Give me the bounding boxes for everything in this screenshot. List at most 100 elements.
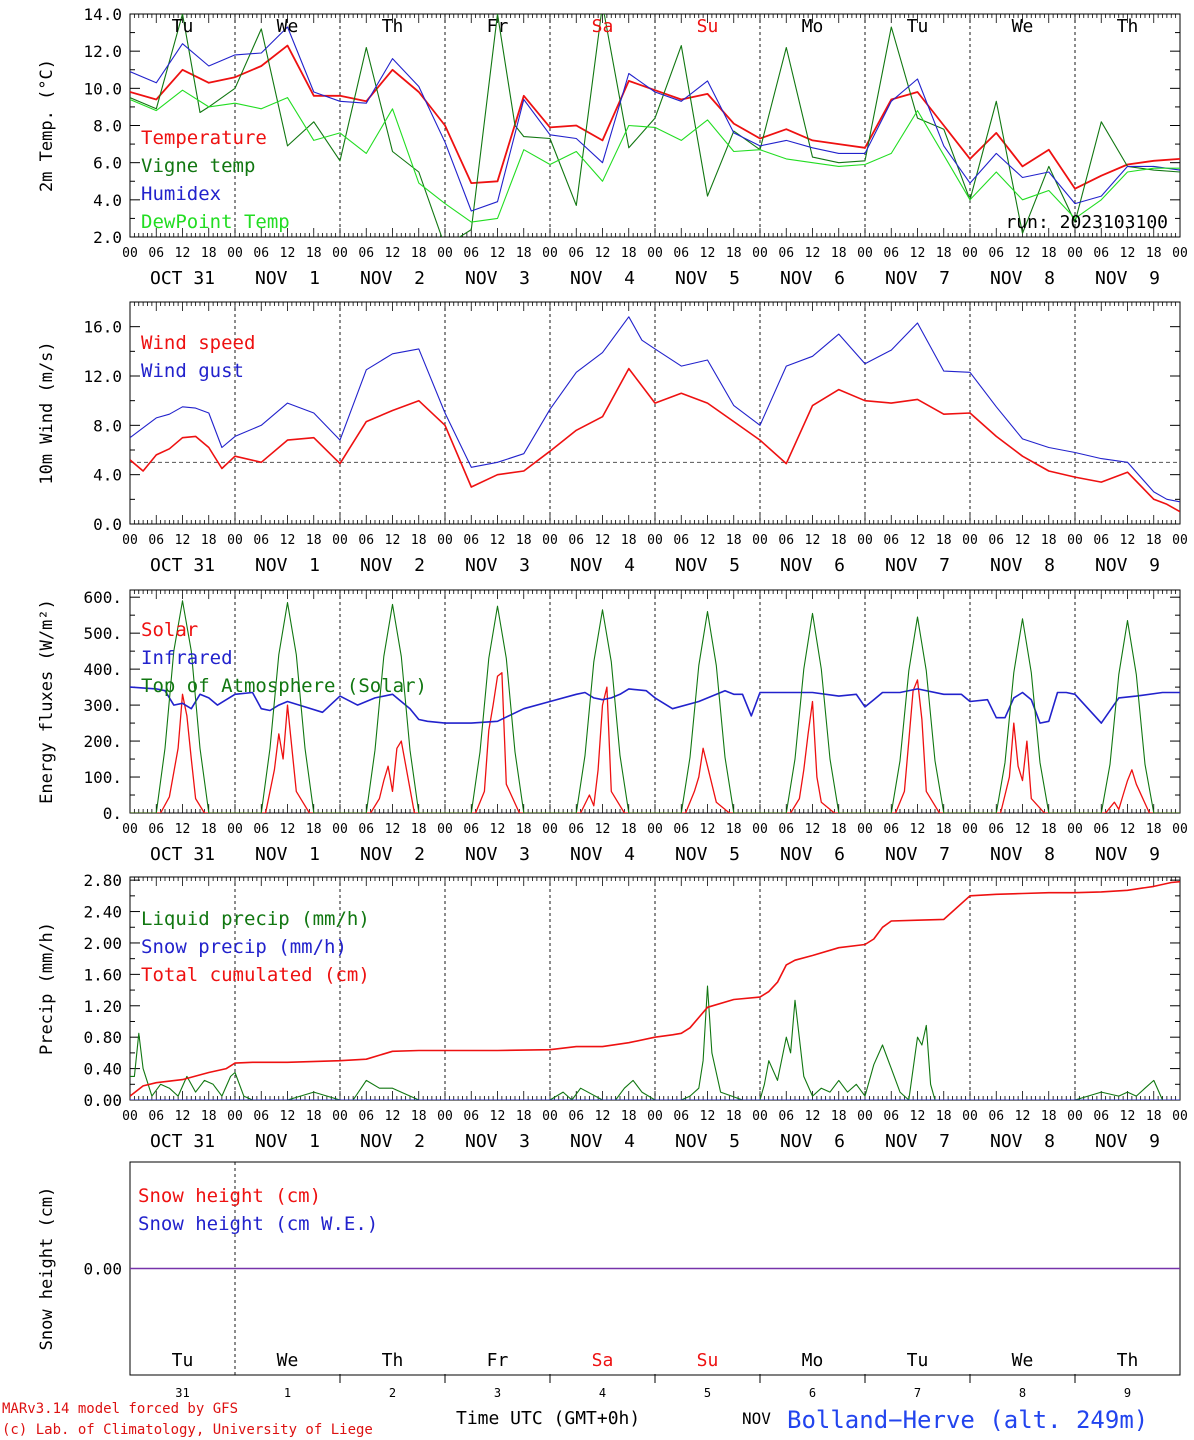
x-hour-label: 18	[831, 246, 847, 261]
x-hour-label: 00	[962, 533, 978, 548]
y-tick-label: 8.0	[93, 117, 122, 136]
x-hour-label: 00	[542, 1109, 558, 1124]
x-hour-label: 18	[1041, 533, 1057, 548]
x-hour-label: 00	[857, 1109, 873, 1124]
x-hour-label: 00	[122, 822, 138, 837]
x-hour-label: 12	[1120, 533, 1136, 548]
y-tick-label: 12.0	[83, 367, 122, 386]
x-hour-label: 00	[857, 246, 873, 261]
y-tick-label: 100.	[83, 768, 122, 787]
x-date-label: NOV 1	[255, 555, 320, 576]
day-number: 31	[175, 1386, 189, 1400]
legend-entry: Solar	[141, 619, 198, 641]
y-tick-label: 2.0	[93, 228, 122, 247]
weekday-label: Fr	[487, 1350, 509, 1371]
weekday-label: Su	[697, 1350, 719, 1371]
legend-entry: Wind speed	[141, 332, 255, 354]
x-hour-label: 12	[280, 246, 296, 261]
weekday-label: Th	[1117, 1350, 1139, 1371]
x-hour-label: 12	[175, 246, 191, 261]
x-hour-label: 06	[358, 246, 374, 261]
legend-entry: Liquid precip (mm/h)	[141, 908, 370, 930]
x-date-label: OCT 31	[150, 1131, 215, 1152]
x-hour-label: 12	[385, 533, 401, 548]
footer-model-credit: MARv3.14 model forced by GFS	[2, 1401, 238, 1417]
x-date-label: NOV 1	[255, 844, 320, 865]
x-hour-label: 00	[227, 246, 243, 261]
x-hour-label: 06	[883, 246, 899, 261]
weekday-label: Th	[382, 16, 404, 37]
day-number: 8	[1019, 1386, 1026, 1400]
x-hour-label: 00	[962, 822, 978, 837]
x-hour-label: 06	[568, 533, 584, 548]
x-date-label: NOV 5	[675, 1131, 740, 1152]
x-hour-label: 06	[463, 822, 479, 837]
x-hour-label: 06	[253, 533, 269, 548]
y-tick-label: 1.60	[83, 965, 122, 984]
x-hour-label: 06	[463, 246, 479, 261]
x-hour-label: 18	[1041, 246, 1057, 261]
x-hour-label: 00	[122, 1109, 138, 1124]
x-date-label: NOV 7	[885, 844, 950, 865]
x-hour-label: 00	[122, 246, 138, 261]
x-hour-label: 00	[857, 533, 873, 548]
x-hour-label: 00	[542, 246, 558, 261]
y-tick-label: 2.40	[83, 903, 122, 922]
series-solar	[130, 672, 1180, 813]
x-date-label: NOV 2	[360, 1131, 425, 1152]
x-hour-label: 00	[1172, 1109, 1188, 1124]
x-hour-label: 12	[1015, 822, 1031, 837]
x-hour-label: 12	[385, 822, 401, 837]
x-hour-label: 12	[280, 822, 296, 837]
y-tick-label: 4.0	[93, 191, 122, 210]
x-hour-label: 06	[1093, 246, 1109, 261]
x-hour-label: 18	[621, 246, 637, 261]
x-hour-label: 00	[542, 822, 558, 837]
y-axis-title: Snow height (cm)	[37, 1187, 57, 1351]
legend-entry: Infrared	[141, 647, 233, 669]
x-hour-label: 12	[1120, 246, 1136, 261]
x-hour-label: 18	[411, 1109, 427, 1124]
x-hour-label: 00	[647, 822, 663, 837]
x-hour-label: 06	[358, 533, 374, 548]
x-date-label: NOV 4	[570, 555, 635, 576]
x-date-label: NOV 7	[885, 555, 950, 576]
day-number: 4	[599, 1386, 606, 1400]
panel-energy: 0. 100. 200. 300. 400. 500. 600. Energy fluxes …	[37, 588, 1188, 865]
x-hour-label: 12	[595, 1109, 611, 1124]
weekday-label: We	[1012, 1350, 1034, 1371]
x-hour-label: 18	[201, 822, 217, 837]
x-hour-label: 00	[752, 1109, 768, 1124]
x-date-label: NOV 8	[990, 555, 1055, 576]
x-date-label: NOV 9	[1095, 1131, 1160, 1152]
x-hour-label: 12	[700, 1109, 716, 1124]
x-hour-label: 12	[700, 822, 716, 837]
series-top-of-atmosphere-solar	[130, 600, 1180, 813]
x-hour-label: 12	[280, 1109, 296, 1124]
y-tick-label: 0.80	[83, 1028, 122, 1047]
day-number: 6	[809, 1386, 816, 1400]
x-hour-label: 18	[516, 822, 532, 837]
x-hour-label: 12	[1015, 1109, 1031, 1124]
x-hour-label: 18	[936, 822, 952, 837]
y-tick-label: 0.0	[93, 515, 122, 534]
x-hour-label: 12	[700, 533, 716, 548]
x-hour-label: 06	[568, 246, 584, 261]
x-hour-label: 00	[962, 1109, 978, 1124]
x-hour-label: 06	[253, 1109, 269, 1124]
x-date-label: NOV 8	[990, 1131, 1055, 1152]
x-hour-label: 00	[332, 533, 348, 548]
series-infrared	[130, 686, 1180, 724]
x-hour-label: 06	[883, 1109, 899, 1124]
footer: MARv3.14 model forced by GFS (c) Lab. of …	[2, 1401, 1148, 1438]
x-date-label: NOV 6	[780, 844, 845, 865]
x-hour-label: 06	[148, 246, 164, 261]
panel-temperature: 2.0 4.0 6.0 8.0 10.0 12.0 14.0 2m Temp. (°C) Tem…	[37, 5, 1188, 289]
x-hour-label: 12	[910, 533, 926, 548]
footer-month: NOV	[742, 1409, 771, 1428]
x-date-label: NOV 4	[570, 844, 635, 865]
x-hour-label: 00	[1172, 533, 1188, 548]
x-date-label: NOV 9	[1095, 844, 1160, 865]
y-tick-label: 0.40	[83, 1060, 122, 1079]
weekday-label: Sa	[592, 1350, 614, 1371]
